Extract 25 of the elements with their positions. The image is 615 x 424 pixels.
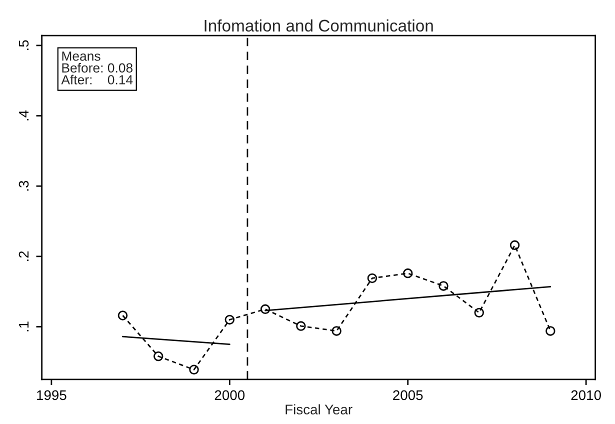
x-tick-label: 1995 (37, 390, 66, 400)
x-tick-label: 2010 (571, 390, 601, 400)
point (332, 326, 342, 336)
point (474, 308, 484, 318)
x-axis-title: Fiscal Year (286, 404, 352, 414)
point (402, 268, 413, 278)
y-tick-label: .2 (18, 251, 29, 261)
chart-title: Infomation and Communication (204, 19, 433, 32)
point (546, 326, 556, 336)
point (367, 273, 378, 284)
point (296, 321, 306, 331)
point (260, 304, 270, 314)
point (154, 351, 164, 362)
y-tick-label: .5 (18, 40, 29, 50)
y-tick-label: .1 (18, 322, 29, 332)
y-tick-label: .4 (18, 110, 29, 120)
x-tick-label: 2000 (214, 390, 245, 400)
point (224, 314, 235, 325)
point (438, 281, 448, 291)
point (118, 310, 128, 320)
point (189, 364, 199, 374)
point (510, 240, 520, 250)
x-tick-label: 2005 (393, 390, 423, 400)
annotation: Means Before: 0.08 After: 0.14 (61, 52, 133, 84)
y-tick-label: .3 (18, 180, 29, 191)
